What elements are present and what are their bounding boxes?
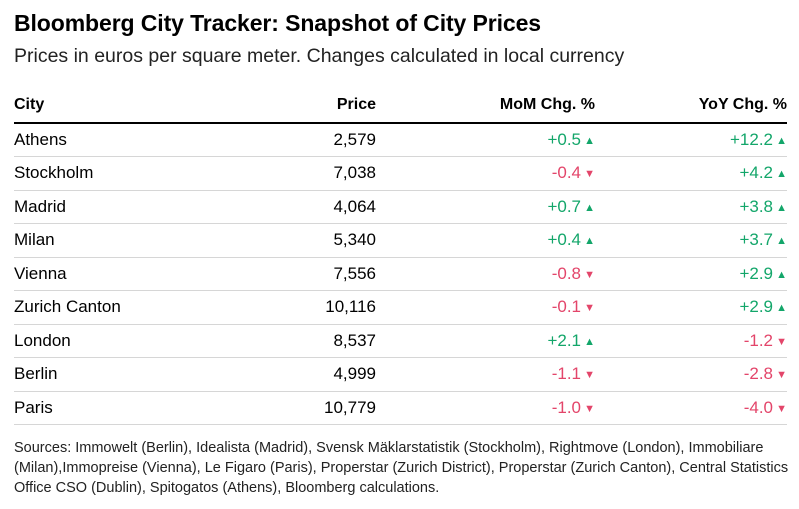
triangle-up-icon: ▲ [584,135,595,147]
table-row: Zurich Canton 10,116 -0.1 ▼ +2.9 ▲ [14,291,787,325]
cell-city: Milan [14,230,55,250]
column-header-mom: MoM Chg. % [499,96,595,113]
cell-yoy: +12.2 ▲ [595,123,787,157]
triangle-up-icon: ▲ [584,235,595,248]
table-header-row: City Price MoM Chg. % YoY Chg. % [14,88,787,123]
triangle-up-icon: ▲ [776,168,787,181]
cell-price: 2,579 [333,130,376,149]
change-value: -0.8 [551,263,581,283]
change-value: +4.2 [739,163,773,183]
change-value: -2.8 [743,364,773,384]
triangle-up-icon: ▲ [776,201,787,214]
cell-city: Zurich Canton [14,297,121,317]
cell-price: 5,340 [333,230,376,250]
change-value: -1.1 [551,364,581,384]
triangle-up-icon: ▲ [776,302,787,315]
change-value: -1.0 [551,397,581,417]
change-value: +0.5 [547,130,581,149]
triangle-up-icon: ▲ [776,235,787,248]
triangle-down-icon: ▼ [584,302,595,315]
cell-price: 10,116 [325,297,376,317]
cell-yoy: +2.9 ▲ [595,257,787,291]
sources-note: Sources: Immowelt (Berlin), Idealista (M… [14,440,789,496]
cell-yoy: +2.9 ▲ [595,291,787,325]
column-header-price: Price [336,96,376,113]
triangle-down-icon: ▼ [584,402,595,415]
chart-subtitle: Prices in euros per square meter. Change… [14,45,625,67]
table-row: Milan 5,340 +0.4 ▲ +3.7 ▲ [14,224,787,258]
change-value: -4.0 [743,397,773,417]
cell-price: 7,556 [333,263,376,283]
cell-city: Paris [14,397,53,417]
triangle-down-icon: ▼ [584,268,595,281]
table-row: Berlin 4,999 -1.1 ▼ -2.8 ▼ [14,358,787,392]
triangle-down-icon: ▼ [584,369,595,382]
change-value: -0.4 [551,163,581,183]
table-row: Athens 2,579 +0.5 ▲ +12.2 ▲ [14,123,787,157]
cell-price: 4,999 [333,364,376,384]
table-body: Athens 2,579 +0.5 ▲ +12.2 ▲ Stockholm 7,038 -0.4… [14,123,787,425]
change-value: +0.4 [547,230,581,250]
cell-mom: +0.5 ▲ [376,123,595,157]
triangle-up-icon: ▲ [584,201,595,214]
cell-mom: -0.4 ▼ [376,157,595,191]
triangle-up-icon: ▲ [776,268,787,281]
cell-price: 7,038 [333,163,376,183]
triangle-down-icon: ▼ [776,335,787,348]
cell-price: 8,537 [333,330,376,350]
cell-yoy: -4.0 ▼ [595,391,787,425]
triangle-up-icon: ▲ [584,335,595,348]
change-value: -0.1 [551,297,581,317]
cell-mom: +0.7 ▲ [376,190,595,224]
change-value: +0.7 [547,196,581,216]
cell-yoy: -1.2 ▼ [595,324,787,358]
table-row: Vienna 7,556 -0.8 ▼ +2.9 ▲ [14,257,787,291]
change-value: +3.8 [739,196,773,216]
cell-city: Stockholm [14,163,94,183]
change-value: +2.1 [547,330,581,350]
cell-yoy: +3.8 ▲ [595,190,787,224]
change-value: +2.9 [739,297,773,317]
triangle-up-icon: ▲ [776,135,787,147]
cell-city: London [14,330,71,350]
cell-mom: -1.0 ▼ [376,391,595,425]
chart-title: Bloomberg City Tracker: Snapshot of City… [14,10,541,36]
cell-city: Madrid [14,196,66,216]
cell-mom: +2.1 ▲ [376,324,595,358]
column-header-yoy: YoY Chg. % [698,96,787,113]
cell-price: 4,064 [333,196,376,216]
cell-yoy: +4.2 ▲ [595,157,787,191]
cell-mom: -1.1 ▼ [376,358,595,392]
table-row: Stockholm 7,038 -0.4 ▼ +4.2 ▲ [14,157,787,191]
change-value: -1.2 [743,330,773,350]
cell-yoy: +3.7 ▲ [595,224,787,258]
triangle-down-icon: ▼ [776,402,787,415]
change-value: +3.7 [739,230,773,250]
cell-mom: -0.1 ▼ [376,291,595,325]
triangle-down-icon: ▼ [776,369,787,382]
city-prices-table: City Price MoM Chg. % YoY Chg. % Athens 2… [14,88,787,425]
change-value: +2.9 [739,263,773,283]
triangle-down-icon: ▼ [584,168,595,181]
cell-mom: -0.8 ▼ [376,257,595,291]
table-row: Madrid 4,064 +0.7 ▲ +3.8 ▲ [14,190,787,224]
table-row: London 8,537 +2.1 ▲ -1.2 ▼ [14,324,787,358]
change-value: +12.2 [729,130,773,149]
table-row: Paris 10,779 -1.0 ▼ -4.0 ▼ [14,391,787,425]
column-header-city: City [14,96,45,113]
cell-mom: +0.4 ▲ [376,224,595,258]
cell-yoy: -2.8 ▼ [595,358,787,392]
cell-city: Athens [14,130,67,149]
cell-city: Berlin [14,364,58,384]
cell-city: Vienna [14,263,67,283]
cell-price: 10,779 [324,397,376,417]
